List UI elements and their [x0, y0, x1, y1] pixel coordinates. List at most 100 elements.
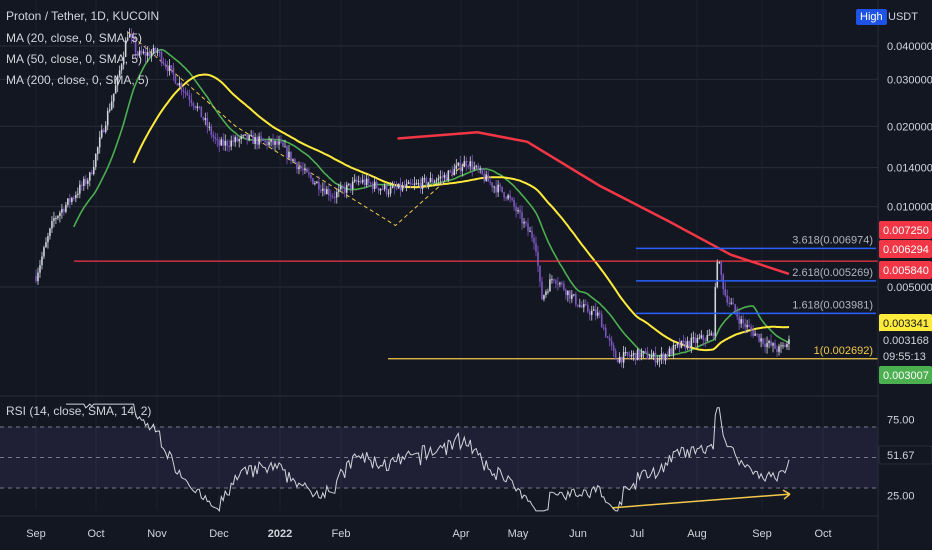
candle-body[interactable] [708, 334, 711, 336]
candle-body[interactable] [477, 165, 480, 170]
candle-body[interactable] [343, 188, 346, 193]
candle-body[interactable] [469, 161, 472, 167]
rsi-line[interactable] [65, 403, 790, 513]
candle-body[interactable] [345, 184, 348, 193]
candle-body[interactable] [341, 186, 344, 189]
candle-body[interactable] [533, 237, 535, 244]
candle-body[interactable] [563, 283, 565, 290]
candle-body[interactable] [71, 197, 73, 203]
candle-body[interactable] [447, 170, 450, 181]
candle-body[interactable] [750, 326, 752, 331]
candle-body[interactable] [521, 212, 523, 224]
candle-body[interactable] [196, 106, 199, 109]
candle-body[interactable] [748, 324, 750, 327]
candles[interactable] [35, 28, 790, 369]
candle-body[interactable] [571, 294, 573, 299]
candle-body[interactable] [160, 51, 163, 63]
candle-body[interactable] [75, 195, 77, 198]
candle-body[interactable] [503, 192, 505, 198]
candle-body[interactable] [654, 352, 657, 363]
candle-body[interactable] [254, 137, 256, 144]
candle-body[interactable] [682, 340, 685, 342]
candle-body[interactable] [598, 312, 601, 315]
candle-body[interactable] [604, 327, 607, 337]
candle-body[interactable] [367, 178, 370, 183]
candle-body[interactable] [310, 174, 312, 179]
candle-body[interactable] [102, 129, 105, 133]
candle-body[interactable] [377, 187, 380, 191]
candle-body[interactable] [320, 189, 322, 191]
candle-body[interactable] [146, 52, 149, 56]
candle-body[interactable] [760, 338, 762, 342]
candle-body[interactable] [626, 352, 629, 356]
candle-body[interactable] [100, 129, 103, 138]
candle-body[interactable] [35, 275, 37, 282]
candle-body[interactable] [244, 134, 246, 136]
candle-body[interactable] [41, 256, 43, 266]
candle-body[interactable] [680, 340, 683, 348]
candle-body[interactable] [513, 199, 515, 207]
candle-body[interactable] [712, 333, 715, 337]
candle-body[interactable] [59, 212, 61, 217]
candle-body[interactable] [158, 51, 161, 53]
candle-body[interactable] [371, 183, 374, 190]
candle-body[interactable] [134, 40, 137, 53]
candle-body[interactable] [324, 188, 326, 195]
candle-body[interactable] [39, 265, 41, 273]
candle-body[interactable] [632, 353, 635, 355]
candle-body[interactable] [479, 168, 482, 170]
candle-body[interactable] [515, 206, 517, 212]
legend-ma200[interactable]: MA (200, close, 0, SMA, 5) [6, 73, 149, 87]
candle-body[interactable] [519, 210, 521, 213]
candle-body[interactable] [411, 184, 414, 186]
candle-body[interactable] [292, 159, 294, 161]
candle-body[interactable] [248, 135, 250, 140]
candle-body[interactable] [592, 309, 595, 311]
candle-body[interactable] [421, 178, 424, 189]
candle-body[interactable] [369, 182, 372, 184]
candle-body[interactable] [776, 348, 778, 352]
candle-body[interactable] [206, 118, 209, 127]
candle-body[interactable] [762, 338, 764, 344]
candle-body[interactable] [545, 291, 547, 295]
candle-body[interactable] [413, 183, 416, 185]
candle-body[interactable] [184, 91, 187, 93]
candle-body[interactable] [166, 66, 169, 72]
candle-body[interactable] [728, 302, 731, 304]
candle-body[interactable] [252, 134, 254, 144]
candle-body[interactable] [495, 186, 497, 193]
candle-body[interactable] [694, 337, 697, 343]
candle-body[interactable] [79, 184, 81, 194]
candle-body[interactable] [347, 183, 350, 185]
candle-body[interactable] [734, 304, 736, 312]
legend-ma20[interactable]: MA (20, close, 0, SMA, 5) [6, 31, 143, 45]
candle-body[interactable] [429, 177, 432, 183]
candle-body[interactable] [431, 177, 434, 183]
candle-body[interactable] [417, 183, 420, 185]
candle-body[interactable] [644, 351, 647, 353]
candle-body[interactable] [114, 85, 117, 94]
candle-body[interactable] [150, 52, 153, 57]
candle-body[interactable] [399, 183, 402, 191]
candle-body[interactable] [744, 323, 746, 328]
candle-body[interactable] [610, 340, 613, 346]
candle-body[interactable] [724, 289, 727, 296]
candle-body[interactable] [224, 140, 227, 146]
candle-body[interactable] [88, 172, 91, 181]
candle-body[interactable] [786, 344, 788, 348]
candle-body[interactable] [557, 283, 559, 285]
candle-body[interactable] [168, 65, 171, 72]
candle-body[interactable] [732, 302, 734, 305]
candle-body[interactable] [381, 188, 384, 190]
candle-body[interactable] [218, 140, 221, 146]
candle-body[interactable] [304, 168, 306, 170]
candle-body[interactable] [706, 335, 709, 341]
candle-body[interactable] [457, 162, 460, 166]
candle-body[interactable] [704, 339, 707, 341]
candle-body[interactable] [766, 343, 768, 348]
candle-body[interactable] [443, 175, 446, 178]
candle-body[interactable] [144, 51, 147, 56]
pattern-line[interactable] [127, 31, 468, 227]
candle-body[interactable] [164, 63, 167, 67]
